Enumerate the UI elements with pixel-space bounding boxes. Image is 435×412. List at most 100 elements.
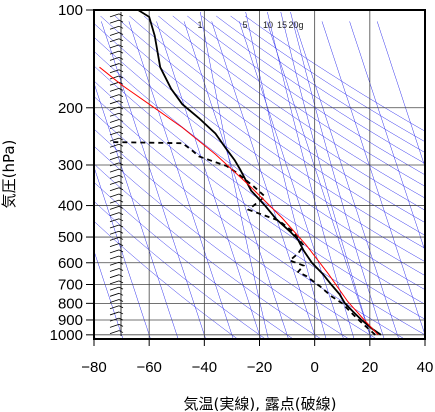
wind-barb-staff — [109, 44, 120, 49]
mixing-ratio-line — [245, 11, 327, 339]
mixing-ratio-labels: 1 5 10 15 20g — [197, 20, 303, 30]
wind-barb-staff — [109, 25, 120, 30]
wind-barb-staff — [109, 88, 120, 92]
wind-barb-staff — [109, 168, 120, 173]
isotherm-line — [94, 250, 124, 339]
dry-adiabat-line — [244, 15, 425, 132]
isotherm-line — [94, 82, 179, 339]
wind-barb-staff — [109, 193, 120, 198]
dry-adiabat-line — [94, 23, 425, 263]
wind-barb-staff — [109, 38, 120, 43]
y-axis-label: 気圧(hPa) — [0, 140, 18, 209]
dry-adiabat-line — [94, 145, 350, 339]
wind-barb-staff — [109, 75, 120, 80]
isotherm-line — [211, 21, 317, 339]
y-tick-label: 500 — [58, 229, 83, 246]
isotherm-line — [376, 21, 425, 168]
dry-adiabat-line — [94, 96, 425, 336]
wind-barb-staff — [109, 50, 120, 55]
wind-barb-staff — [109, 212, 120, 216]
wind-barb-staff — [109, 249, 120, 254]
mixing-ratio-line — [200, 11, 269, 339]
wind-barb-staff — [109, 32, 120, 36]
wind-barb-staff — [109, 286, 120, 291]
mixing-ratio-label: 5 — [242, 20, 247, 30]
dry-adiabat-line — [94, 220, 238, 339]
wind-barb-staff — [109, 255, 120, 260]
wind-barb-staff — [109, 106, 120, 111]
wind-barb-staff — [109, 261, 120, 266]
isotherm-line — [266, 21, 372, 339]
x-tick-label: 20 — [361, 359, 378, 376]
wind-barb-staff — [109, 174, 120, 179]
x-axis-label: 気温(実線), 露点(破線) — [184, 395, 337, 412]
x-tick-label: 40 — [417, 359, 434, 376]
dry-adiabat-line — [94, 181, 294, 339]
y-tick-label: 200 — [58, 100, 83, 117]
y-tick-label: 800 — [58, 295, 83, 312]
wind-barb-staff — [109, 94, 120, 98]
mixing-ratio-label: 20g — [288, 20, 303, 30]
y-tick-label: 1000 — [50, 327, 83, 344]
dewpoint-line — [113, 141, 376, 336]
wind-barb-staff — [109, 218, 120, 223]
x-tick-labels: −80 −60 −40 −20 0 20 40 — [81, 339, 433, 376]
dry-adiabat-line — [129, 15, 425, 223]
isolines — [94, 11, 425, 339]
isotherm-line — [101, 21, 206, 339]
wind-barb-staff — [109, 237, 120, 241]
dry-adiabat-line — [94, 163, 322, 339]
dry-adiabat-line — [94, 65, 425, 305]
grid — [93, 9, 426, 339]
x-tick-label: 0 — [310, 359, 318, 376]
x-tick-label: −20 — [247, 359, 272, 376]
y-tick-label: 600 — [58, 255, 83, 272]
wind-barb-staff — [109, 280, 120, 285]
wind-barb-staff — [109, 323, 120, 328]
wind-barb-staff — [109, 330, 120, 334]
wind-barb-staff — [109, 162, 120, 167]
wind-barb-staff — [109, 187, 120, 192]
wind-barb-staff — [109, 100, 120, 105]
wind-barb-staff — [109, 268, 120, 272]
wind-barb-staff — [109, 63, 120, 67]
isotherm-line — [294, 21, 400, 339]
wind-barb-staff — [109, 274, 120, 279]
isotherm-line — [349, 21, 425, 252]
wind-barb-staff — [109, 230, 120, 235]
dry-adiabat-line — [94, 50, 425, 290]
y-tick-label: 400 — [58, 198, 83, 215]
isotherm-line — [94, 166, 151, 339]
mixing-ratio-label: 15 — [277, 20, 287, 30]
dry-adiabat-line — [201, 15, 425, 164]
wind-barb-staff — [109, 56, 120, 61]
wind-barb-staff — [109, 69, 120, 74]
y-tick-label: 300 — [58, 157, 83, 174]
wind-barbs — [109, 12, 124, 336]
wind-barb-staff — [109, 205, 120, 210]
wind-barb-staff — [109, 81, 120, 86]
series — [99, 10, 382, 336]
x-tick-label: −60 — [136, 359, 161, 376]
dry-adiabat-line — [158, 15, 425, 199]
wind-barb-staff — [109, 13, 120, 18]
dry-adiabat-line — [100, 15, 425, 249]
wind-barb-staff — [109, 181, 120, 185]
wind-barb-staff — [109, 119, 120, 123]
dry-adiabat-line — [230, 15, 425, 143]
temperature-line — [137, 10, 382, 336]
wind-barb-staff — [109, 143, 120, 148]
wind-barb-staff — [109, 199, 120, 204]
y-tick-label: 700 — [58, 277, 83, 294]
wind-barb-staff — [109, 112, 120, 117]
wind-barb-staff — [109, 125, 120, 130]
dry-adiabat-line — [94, 36, 425, 276]
isotherm-line — [128, 21, 234, 339]
wind-barb-staff — [109, 224, 120, 229]
y-tick-label: 100 — [58, 2, 83, 19]
mixing-ratio-label: 1 — [197, 20, 202, 30]
dry-adiabat-line — [216, 15, 425, 153]
wind-barb-staff — [109, 292, 120, 297]
